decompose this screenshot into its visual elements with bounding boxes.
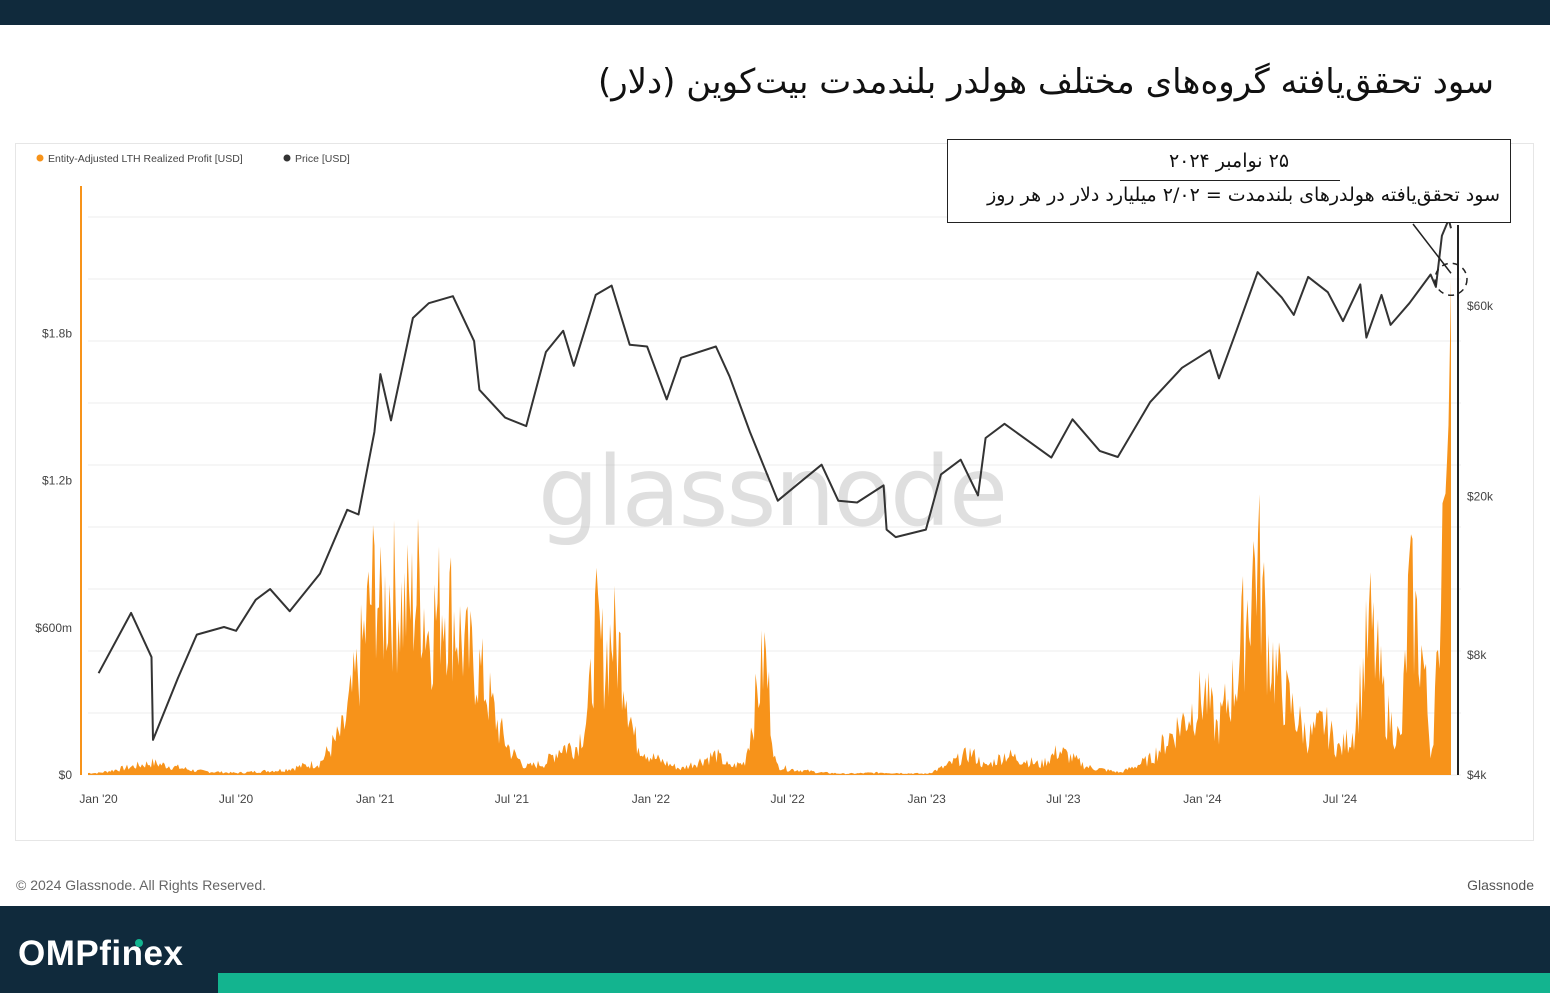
watermark: glassnode	[538, 436, 1006, 548]
y-left-tick-label: $1.8b	[42, 326, 72, 340]
callout-text: سود تحقق‌یافته هولدرهای بلندمدت = ۲/۰۲ م…	[987, 184, 1500, 206]
x-tick-label: Jan '23	[907, 792, 946, 806]
x-tick-label: Jan '24	[1183, 792, 1222, 806]
callout-divider	[1120, 180, 1340, 181]
y-right-tick-label: $20k	[1467, 489, 1494, 503]
x-tick-label: Jul '23	[1046, 792, 1081, 806]
y-right-tick-label: $8k	[1467, 648, 1487, 662]
y-right-tick-label: $4k	[1467, 768, 1487, 782]
legend-marker	[36, 154, 44, 162]
legend-marker	[283, 154, 291, 162]
x-tick-label: Jul '24	[1323, 792, 1358, 806]
marker-layer	[1412, 223, 1468, 297]
logo-dot	[135, 939, 143, 947]
x-tick-label: Jan '20	[79, 792, 118, 806]
callout-pointer	[1412, 223, 1452, 274]
source-brand: Glassnode	[1467, 877, 1534, 893]
y-right-tick-label: $60k	[1467, 299, 1494, 313]
y-left-tick-label: $1.2b	[42, 474, 72, 488]
highlight-circle	[1434, 262, 1468, 297]
callout-date: ۲۵ نوامبر ۲۰۲۴	[1168, 150, 1290, 172]
profit-layer	[88, 279, 1451, 775]
page-title: سود تحقق‌یافته گروه‌های مختلف هولدر بلند…	[597, 62, 1494, 102]
x-tick-label: Jul '21	[495, 792, 530, 806]
y-left-tick-label: $0	[59, 768, 73, 782]
x-tick-label: Jan '21	[356, 792, 395, 806]
legend-label: Price [USD]	[295, 153, 350, 165]
x-tick-label: Jul '20	[219, 792, 254, 806]
x-tick-label: Jul '22	[770, 792, 805, 806]
profit-area	[88, 279, 1451, 775]
x-tick-label: Jan '22	[632, 792, 671, 806]
callout-box: ۲۵ نوامبر ۲۰۲۴ سود تحقق‌یافته هولدرهای ب…	[947, 139, 1511, 223]
legend: Entity-Adjusted LTH Realized Profit [USD…	[36, 153, 350, 165]
price-layer	[97, 218, 1452, 741]
copyright-text: © 2024 Glassnode. All Rights Reserved.	[16, 877, 267, 893]
ompfinex-logo: OMPfinex	[18, 934, 184, 973]
price-line	[97, 218, 1452, 741]
y-left-tick-label: $600m	[35, 621, 72, 635]
footer-accent-bar	[218, 973, 1550, 993]
legend-label: Entity-Adjusted LTH Realized Profit [USD…	[48, 153, 243, 165]
top-bar	[0, 0, 1550, 25]
